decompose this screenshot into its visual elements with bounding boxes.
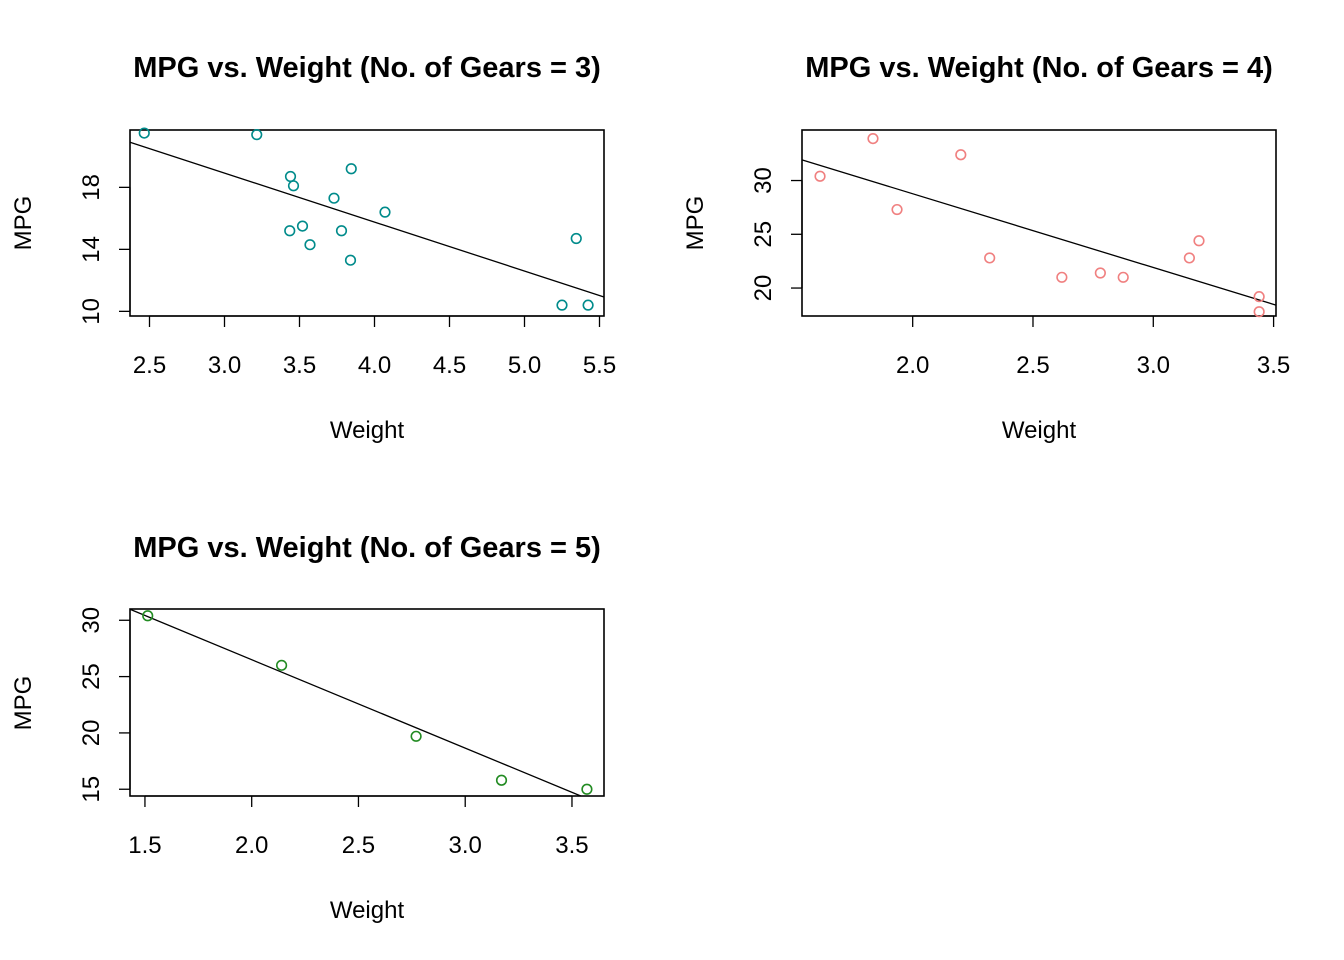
data-point — [495, 774, 508, 786]
data-point — [251, 129, 263, 141]
x-tick-label: 2.5 — [342, 832, 375, 859]
data-point — [570, 232, 582, 245]
plot-frame — [129, 608, 605, 797]
data-point — [1253, 291, 1265, 303]
x-axis: 2.0 2.5 3.0 3.5 — [896, 315, 1290, 379]
data-point — [304, 239, 316, 251]
x-tick-label: 3.5 — [555, 832, 588, 859]
data-point — [275, 659, 288, 671]
x-tick-label: 5.0 — [508, 352, 541, 379]
y-axis: 10 14 18 — [78, 174, 131, 325]
regression-line — [129, 608, 582, 797]
y-tick-label: 25 — [78, 663, 105, 690]
data-point — [955, 149, 967, 161]
data-point — [379, 206, 391, 218]
x-tick-label: 3.0 — [208, 352, 241, 379]
chart-panel-gears-4: MPG vs. Weight (No. of Gears = 4) 2.0 2.5… — [682, 52, 1290, 444]
x-tick-label: 5.5 — [583, 352, 616, 379]
y-axis: 20 25 30 — [750, 167, 803, 302]
x-tick-label: 2.5 — [133, 352, 166, 379]
regression-line — [801, 159, 1277, 306]
plot-frame — [129, 129, 605, 317]
data-points — [138, 127, 594, 311]
y-tick-label: 14 — [78, 236, 105, 263]
data-point — [410, 730, 422, 742]
x-tick-label: 2.5 — [1016, 352, 1049, 379]
chart-title: MPG vs. Weight (No. of Gears = 4) — [805, 52, 1273, 84]
data-point — [814, 170, 826, 182]
data-points — [814, 133, 1265, 318]
y-axis: 15 20 25 30 — [78, 607, 131, 803]
data-point — [345, 163, 357, 175]
data-point — [335, 225, 348, 237]
data-point — [891, 203, 903, 216]
regression-line — [129, 141, 605, 298]
data-point — [1094, 267, 1106, 279]
x-axis: 2.5 3.0 3.5 4.0 4.5 5.0 5.5 — [133, 315, 616, 379]
y-tick-label: 30 — [750, 167, 777, 194]
plot-frame — [801, 129, 1277, 317]
data-point — [284, 225, 296, 237]
x-tick-label: 3.5 — [1257, 352, 1290, 379]
y-axis-label: MPG — [682, 196, 709, 251]
data-point — [284, 170, 297, 183]
data-point — [296, 220, 309, 232]
data-point — [984, 252, 996, 264]
data-point — [1117, 271, 1129, 283]
data-point — [1183, 252, 1195, 264]
data-points — [142, 610, 593, 795]
data-point — [581, 783, 593, 795]
data-point — [138, 127, 150, 139]
x-tick-label: 3.0 — [1137, 352, 1170, 379]
y-tick-label: 15 — [78, 776, 105, 803]
x-tick-label: 2.0 — [896, 352, 929, 379]
x-tick-label: 3.5 — [283, 352, 316, 379]
x-tick-label: 4.0 — [358, 352, 391, 379]
chart-panel-gears-3: MPG vs. Weight (No. of Gears = 3) 2.5 3.0… — [10, 52, 616, 444]
x-tick-label: 4.5 — [433, 352, 466, 379]
y-axis-label: MPG — [10, 676, 37, 731]
data-point — [344, 254, 357, 266]
data-point — [867, 133, 879, 145]
y-axis-label: MPG — [10, 196, 37, 251]
y-tick-label: 20 — [78, 720, 105, 747]
chart-title: MPG vs. Weight (No. of Gears = 5) — [133, 532, 601, 564]
chart-title: MPG vs. Weight (No. of Gears = 3) — [133, 52, 601, 84]
data-point — [1253, 306, 1265, 318]
x-tick-label: 3.0 — [449, 832, 482, 859]
data-point — [582, 299, 594, 311]
data-point — [328, 192, 340, 204]
y-tick-label: 10 — [78, 298, 105, 325]
x-tick-label: 2.0 — [235, 832, 268, 859]
y-tick-label: 25 — [750, 221, 777, 248]
y-tick-label: 30 — [78, 607, 105, 634]
x-axis-label: Weight — [330, 417, 405, 444]
y-tick-label: 18 — [78, 174, 105, 201]
data-point — [556, 299, 568, 311]
x-tick-label: 1.5 — [128, 832, 161, 859]
x-axis-label: Weight — [330, 897, 405, 924]
x-axis-label: Weight — [1002, 417, 1077, 444]
data-point — [1056, 271, 1068, 283]
data-point — [287, 180, 300, 192]
data-point — [142, 610, 154, 622]
chart-panel-gears-5: MPG vs. Weight (No. of Gears = 5) 1.5 2.0… — [10, 532, 605, 924]
x-axis: 1.5 2.0 2.5 3.0 3.5 — [128, 795, 589, 859]
y-tick-label: 20 — [750, 275, 777, 302]
data-point — [1193, 235, 1205, 247]
